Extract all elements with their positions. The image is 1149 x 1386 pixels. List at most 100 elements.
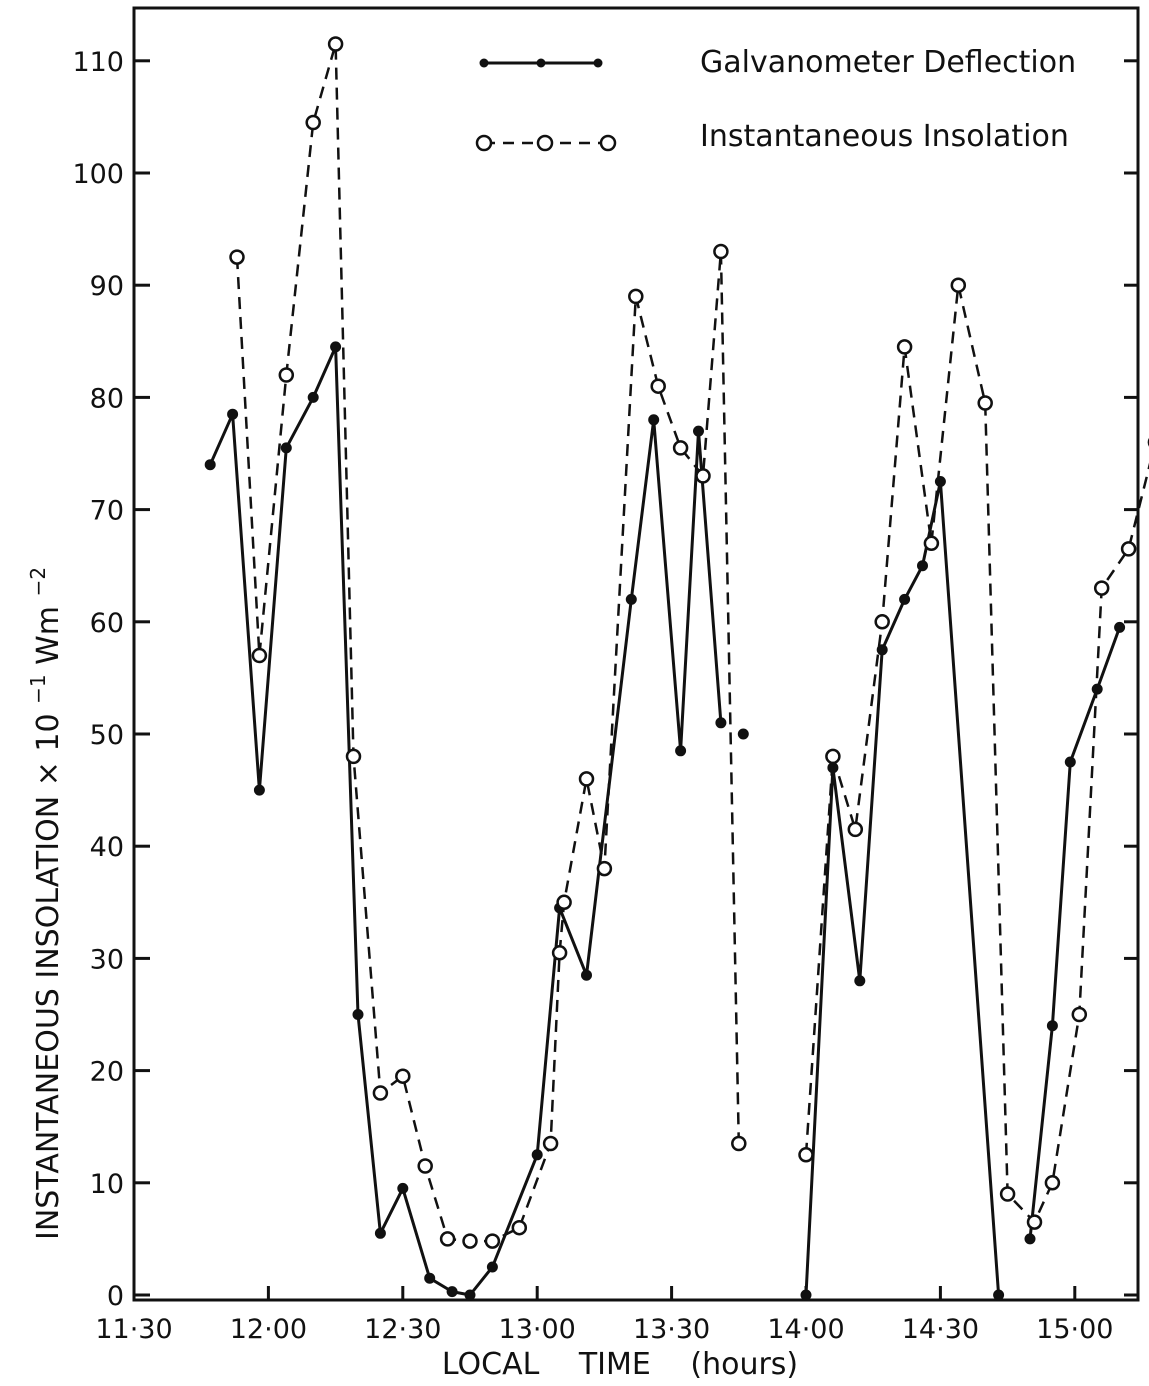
galvanometer-point: [648, 414, 660, 426]
insolation-point: [825, 748, 841, 765]
x-axis-ticks: 11·30 12·00 12·30 13·00 13·30 14·00 14·30 15·00: [95, 1286, 1113, 1345]
y-tick-label: 40: [90, 832, 124, 863]
galvanometer-line: [208, 345, 723, 1297]
insolation-point: [551, 945, 568, 961]
insolation-point: [896, 339, 913, 355]
galvanometer-point: [253, 784, 265, 796]
insolation-point: [372, 1085, 389, 1101]
galvanometer-point: [1024, 1233, 1036, 1245]
insolation-line: [235, 42, 741, 1243]
series-instantaneous-insolation: [229, 36, 1149, 1249]
y-axis-title-exp1: −1: [26, 674, 50, 703]
galvanometer-point: [693, 425, 704, 437]
galvanometer-point: [374, 1227, 386, 1239]
y-tick-label: 0: [107, 1281, 124, 1312]
insolation-point: [695, 468, 711, 484]
y-tick-label: 10: [90, 1169, 124, 1200]
insolation-point: [798, 1147, 814, 1163]
y-axis-title-word-1: INSTANTANEOUS: [31, 988, 66, 1240]
x-axis-title: LOCAL TIME (hours): [442, 1347, 798, 1382]
galvanometer-point: [993, 1289, 1005, 1301]
insolation-point: [462, 1233, 478, 1249]
legend-item-insolation: Instantaneous Insolation: [475, 119, 1069, 154]
y-axis-ticks: 0 10 20 30 40 50 60 70 80 90 100 110: [72, 47, 1138, 1312]
insolation-point: [1026, 1214, 1043, 1230]
y-tick-label: 30: [90, 944, 124, 975]
y-tick-label: 80: [90, 383, 124, 414]
insolation-point: [417, 1158, 433, 1174]
legend-insolation-marker: [536, 134, 554, 152]
galvanometer-point: [204, 459, 216, 471]
galvanometer-point: [675, 745, 687, 757]
galvanometer-point: [424, 1272, 436, 1284]
y-axis-title: INSTANTANEOUS INSOLATION × 10 −1 Wm −2: [18, 567, 66, 1240]
insolation-point: [650, 378, 666, 394]
x-tick-label: 12·30: [364, 1314, 441, 1345]
galvanometer-point: [737, 728, 749, 740]
galvanometer-point: [1114, 621, 1126, 633]
x-tick-label: 13·00: [499, 1314, 576, 1345]
series-layer: [204, 36, 1149, 1301]
insolation-point: [731, 1135, 747, 1152]
legend-insolation-marker: [475, 134, 493, 152]
svg-text:INSTANTANEOUS IN: INSTANTANEOUS INSOLATION × 10 −1 Wm −2: [18, 567, 66, 1240]
insolation-point: [628, 288, 644, 305]
x-tick-label: 13·30: [633, 1314, 710, 1345]
insolation-point: [950, 277, 967, 293]
galvanometer-point: [280, 442, 292, 454]
insolation-point: [439, 1231, 456, 1247]
x-tick-label: 14·00: [767, 1314, 844, 1345]
x-tick-label: 12·00: [230, 1314, 307, 1345]
insolation-point: [395, 1068, 411, 1084]
y-tick-label: 50: [90, 720, 124, 751]
galvanometer-point: [715, 717, 727, 729]
y-tick-label: 90: [90, 271, 124, 302]
y-axis-title-exp2: −2: [26, 567, 50, 596]
galvanometer-point: [899, 593, 911, 605]
insolation-point: [999, 1186, 1016, 1202]
galvanometer-point: [446, 1286, 458, 1298]
insolation-point: [484, 1233, 501, 1249]
insolation-point: [1120, 541, 1137, 557]
insolation-point: [511, 1219, 528, 1236]
y-tick-label: 20: [90, 1057, 124, 1088]
legend-item-galvanometer: Galvanometer Deflection: [479, 45, 1076, 80]
y-axis-title-factor: × 10: [31, 713, 66, 786]
galvanometer-point: [397, 1182, 409, 1194]
galvanometer-point: [854, 975, 866, 987]
galvanometer-point: [1046, 1020, 1058, 1032]
insolation-point: [713, 243, 729, 260]
insolation-point: [874, 614, 890, 630]
galvanometer-line: [1028, 626, 1122, 1240]
galvanometer-point: [625, 593, 637, 605]
galvanometer-point: [876, 644, 888, 656]
legend-insolation-marker: [599, 134, 617, 152]
insolation-point: [345, 748, 362, 765]
galvanometer-point: [307, 391, 319, 403]
insolation-point: [596, 860, 613, 877]
insolation-point: [672, 440, 689, 456]
legend-galvanometer-marker: [479, 58, 489, 68]
insolation-point: [556, 894, 572, 911]
x-tick-label: 11·30: [95, 1314, 172, 1345]
insolation-point: [1044, 1175, 1061, 1191]
galvanometer-point: [330, 341, 342, 353]
y-tick-label: 70: [90, 496, 124, 527]
galvanometer-point: [581, 969, 592, 981]
insolation-point: [923, 535, 940, 552]
plot-border: [132, 6, 1140, 1302]
x-tick-label: 15·00: [1036, 1314, 1113, 1345]
legend-galvanometer-label: Galvanometer Deflection: [700, 45, 1076, 80]
galvanometer-point: [227, 408, 239, 420]
insolation-point: [1093, 580, 1110, 596]
insolation-line: [804, 283, 1149, 1224]
galvanometer-point: [800, 1289, 812, 1301]
insolation-point: [578, 771, 595, 787]
y-axis-title-word-2: INSOLATION: [31, 796, 66, 979]
legend-galvanometer-marker: [593, 58, 603, 68]
galvanometer-point: [531, 1149, 543, 1161]
insolation-point: [229, 249, 245, 265]
legend: Galvanometer Deflection Instantaneous In…: [475, 45, 1076, 154]
y-tick-label: 60: [90, 608, 124, 639]
